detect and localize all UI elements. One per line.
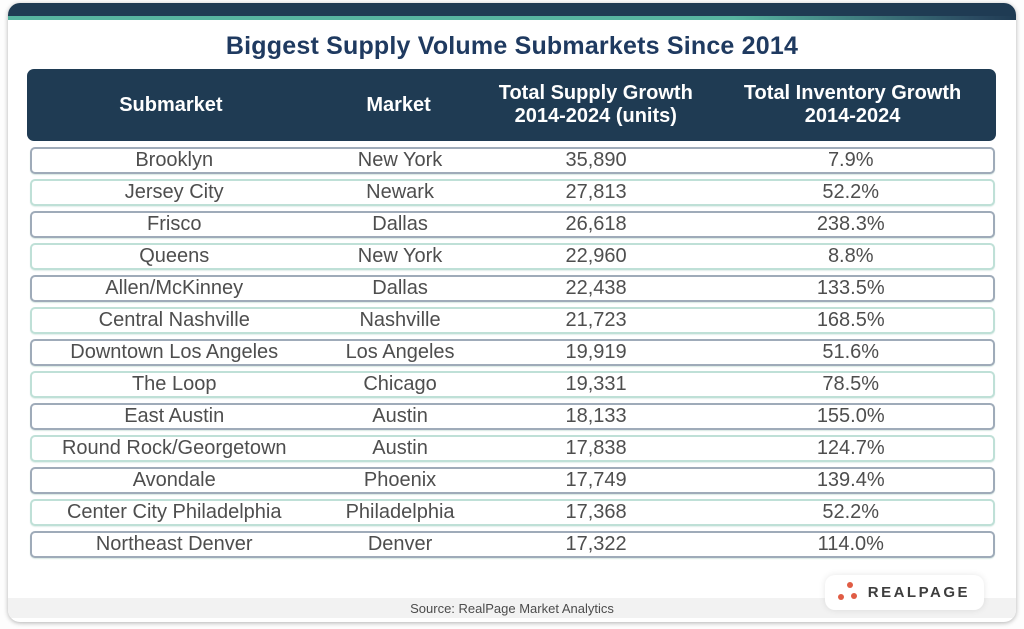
cell-inventory-growth: 155.0% — [816, 405, 885, 427]
cell-submarket: Queens — [139, 245, 210, 267]
cell-submarket: Center City Philadelphia — [66, 501, 282, 523]
cell-inventory-growth: 52.2% — [822, 501, 880, 523]
table-row: Northeast Denver Denver 17,322 114.0% — [30, 531, 995, 558]
table-row: Center City Philadelphia Philadelphia 17… — [30, 499, 995, 526]
table-row: Brooklyn New York 35,890 7.9% — [30, 147, 995, 174]
cell-market: Newark — [366, 181, 434, 203]
cell-inventory-growth: 52.2% — [822, 181, 880, 203]
table-row: Avondale Phoenix 17,749 139.4% — [30, 467, 995, 494]
realpage-logo-text: REALPAGE — [867, 584, 970, 601]
table-row: Central Nashville Nashville 21,723 168.5… — [30, 307, 995, 334]
cell-inventory-growth: 114.0% — [817, 533, 884, 555]
header-supply-growth: Total Supply Growth 2014-2024 (units) — [482, 82, 709, 128]
cell-supply-growth: 22,960 — [565, 245, 627, 267]
cell-inventory-growth: 133.5% — [816, 277, 885, 299]
header-market: Market — [366, 93, 431, 116]
header-submarket: Submarket — [119, 93, 223, 116]
cell-inventory-growth: 51.6% — [822, 341, 880, 363]
cell-supply-growth: 26,618 — [565, 213, 627, 235]
table-row: Allen/McKinney Dallas 22,438 133.5% — [30, 275, 995, 302]
cell-submarket: Allen/McKinney — [105, 277, 244, 299]
header-supply-growth-line1: Total Supply Growth — [498, 82, 693, 104]
table-row: East Austin Austin 18,133 155.0% — [30, 403, 995, 430]
cell-submarket: Central Nashville — [98, 309, 250, 331]
table-row: The Loop Chicago 19,331 78.5% — [30, 371, 995, 398]
table-row: Downtown Los Angeles Los Angeles 19,919 … — [30, 339, 995, 366]
report-card: Biggest Supply Volume Submarkets Since 2… — [8, 3, 1016, 622]
cell-market: Dallas — [372, 213, 428, 235]
cell-inventory-growth: 78.5% — [822, 373, 880, 395]
cell-market: New York — [357, 245, 443, 267]
cell-supply-growth: 18,133 — [565, 405, 627, 427]
table-row: Frisco Dallas 26,618 238.3% — [30, 211, 995, 238]
cell-market: Chicago — [363, 373, 437, 395]
cell-market: Austin — [372, 437, 428, 459]
cell-market: Philadelphia — [345, 501, 455, 523]
cell-market: Los Angeles — [345, 341, 455, 363]
cell-submarket: Northeast Denver — [95, 533, 253, 555]
cell-market: Dallas — [372, 277, 428, 299]
cell-supply-growth: 19,919 — [565, 341, 627, 363]
header-supply-growth-line2: 2014-2024 (units) — [514, 105, 677, 127]
top-navy-bar — [8, 3, 1016, 16]
realpage-logo: REALPAGE — [824, 575, 984, 610]
cell-supply-growth: 17,749 — [565, 469, 627, 491]
cell-market: Nashville — [359, 309, 441, 331]
cell-supply-growth: 27,813 — [565, 181, 627, 203]
table-row: Jersey City Newark 27,813 52.2% — [30, 179, 995, 206]
header-inventory-growth-line1: Total Inventory Growth — [743, 82, 962, 104]
cell-supply-growth: 17,322 — [565, 533, 627, 555]
cell-inventory-growth: 238.3% — [816, 213, 885, 235]
source-text: Source: RealPage Market Analytics — [410, 600, 614, 616]
cell-supply-growth: 19,331 — [565, 373, 627, 395]
cell-supply-growth: 22,438 — [565, 277, 627, 299]
teal-accent-line — [8, 16, 1016, 20]
header-inventory-growth-line2: 2014-2024 — [804, 105, 901, 127]
source-strip: Source: RealPage Market Analytics — [8, 598, 1016, 618]
cell-submarket: Brooklyn — [135, 149, 214, 171]
cell-market: Phoenix — [363, 469, 437, 491]
table-row: Queens New York 22,960 8.8% — [30, 243, 995, 270]
cell-submarket: Avondale — [132, 469, 216, 491]
cell-market: Austin — [372, 405, 428, 427]
cell-submarket: Frisco — [147, 213, 202, 235]
cell-submarket: Jersey City — [124, 181, 224, 203]
header-inventory-growth: Total Inventory Growth 2014-2024 — [709, 82, 996, 128]
cell-supply-growth: 35,890 — [565, 149, 627, 171]
cell-submarket: East Austin — [124, 405, 225, 427]
cell-inventory-growth: 7.9% — [827, 149, 874, 171]
cell-submarket: The Loop — [131, 373, 217, 395]
cell-submarket: Downtown Los Angeles — [70, 341, 279, 363]
cell-inventory-growth: 168.5% — [816, 309, 885, 331]
cell-supply-growth: 17,368 — [565, 501, 627, 523]
table-row: Round Rock/Georgetown Austin 17,838 124.… — [30, 435, 995, 462]
cell-supply-growth: 21,723 — [565, 309, 627, 331]
cell-market: New York — [357, 149, 443, 171]
cell-inventory-growth: 8.8% — [827, 245, 874, 267]
cell-supply-growth: 17,838 — [565, 437, 627, 459]
page-title: Biggest Supply Volume Submarkets Since 2… — [225, 32, 799, 60]
table-body: Brooklyn New York 35,890 7.9% Jersey Cit… — [30, 147, 995, 558]
cell-inventory-growth: 139.4% — [816, 469, 885, 491]
cell-submarket: Round Rock/Georgetown — [61, 437, 287, 459]
cell-inventory-growth: 124.7% — [816, 437, 885, 459]
realpage-logo-icon — [837, 581, 859, 604]
table-header: Submarket Market Total Supply Growth 201… — [27, 69, 996, 141]
cell-market: Denver — [367, 533, 433, 555]
